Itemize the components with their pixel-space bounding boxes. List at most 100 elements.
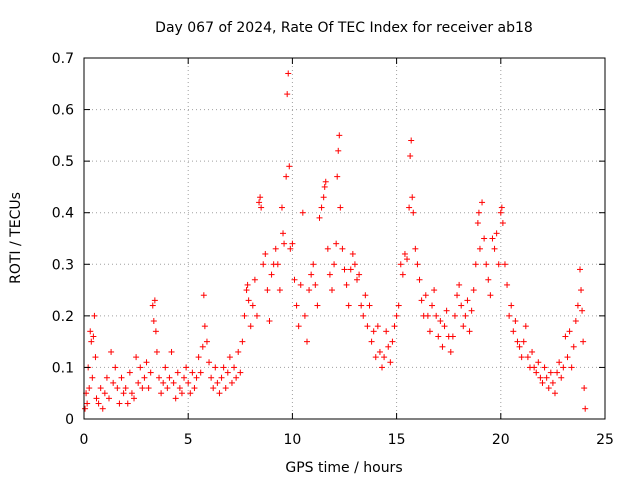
data-point: [524, 354, 531, 361]
data-point: [493, 230, 500, 237]
data-point: [549, 379, 556, 386]
data-point: [287, 245, 294, 252]
data-point: [574, 302, 581, 309]
data-point: [537, 374, 544, 381]
data-point: [510, 328, 517, 335]
data-point: [147, 369, 154, 376]
data-point: [297, 281, 304, 288]
data-point: [322, 178, 329, 185]
data-point: [116, 400, 123, 407]
data-point: [337, 204, 344, 211]
x-tick-label: 0: [80, 432, 89, 448]
data-point: [458, 302, 465, 309]
data-point: [289, 240, 296, 247]
data-point: [308, 271, 315, 278]
data-point: [328, 287, 335, 294]
data-point: [547, 369, 554, 376]
data-point: [347, 266, 354, 273]
data-point: [572, 318, 579, 325]
data-point: [393, 312, 400, 319]
data-point: [395, 302, 402, 309]
data-point: [389, 338, 396, 345]
data-point: [264, 287, 271, 294]
data-point: [203, 338, 210, 345]
data-point: [501, 261, 508, 268]
data-point: [239, 338, 246, 345]
chart-title: Day 067 of 2024, Rate Of TEC Index for r…: [155, 20, 533, 36]
data-point: [474, 220, 481, 227]
data-point: [479, 199, 486, 206]
data-point: [545, 385, 552, 392]
data-point: [366, 302, 373, 309]
data-point: [253, 312, 260, 319]
data-point: [122, 385, 129, 392]
data-point: [126, 369, 133, 376]
data-point: [247, 323, 254, 330]
data-point: [185, 379, 192, 386]
data-point: [228, 379, 235, 386]
data-point: [276, 287, 283, 294]
data-point: [306, 287, 313, 294]
y-axis-label: ROTI / TECUs: [8, 192, 24, 284]
data-point: [172, 395, 179, 402]
x-axis-label: GPS time / hours: [285, 460, 402, 476]
data-point: [101, 390, 108, 397]
data-point: [449, 333, 456, 340]
data-point: [220, 364, 227, 371]
data-point: [424, 312, 431, 319]
data-point: [268, 271, 275, 278]
data-point: [124, 400, 131, 407]
y-tick-label: 0.3: [52, 257, 74, 273]
data-point: [358, 302, 365, 309]
data-point: [439, 343, 446, 350]
data-point: [84, 400, 91, 407]
data-point: [149, 302, 156, 309]
data-point: [499, 220, 506, 227]
data-point: [437, 318, 444, 325]
data-point: [143, 359, 150, 366]
data-point: [176, 385, 183, 392]
data-point: [233, 374, 240, 381]
data-point: [385, 343, 392, 350]
data-point: [152, 328, 159, 335]
data-point: [249, 302, 256, 309]
data-point: [487, 292, 494, 299]
data-point: [208, 374, 215, 381]
data-point: [285, 70, 292, 77]
data-point: [429, 302, 436, 309]
data-point: [370, 328, 377, 335]
data-point: [387, 359, 394, 366]
y-tick-label: 0.7: [52, 51, 74, 67]
data-point: [168, 348, 175, 355]
data-point: [206, 359, 213, 366]
data-point: [187, 390, 194, 397]
data-point: [312, 281, 319, 288]
data-point: [578, 287, 585, 294]
data-point: [349, 250, 356, 257]
data-point: [376, 348, 383, 355]
data-point: [274, 261, 281, 268]
data-point: [278, 204, 285, 211]
x-tick-label: 10: [283, 432, 301, 448]
data-point: [197, 369, 204, 376]
data-point: [558, 374, 565, 381]
data-point: [556, 359, 563, 366]
data-point: [243, 287, 250, 294]
data-point: [108, 348, 115, 355]
data-point: [82, 405, 89, 412]
data-point: [120, 390, 127, 397]
data-point: [260, 261, 267, 268]
data-point: [214, 379, 221, 386]
y-tick-label: 0.4: [52, 206, 74, 222]
data-point: [166, 374, 173, 381]
data-point: [158, 390, 165, 397]
data-point: [141, 374, 148, 381]
y-tick-label: 0: [65, 412, 74, 428]
data-point: [356, 271, 363, 278]
data-point: [156, 374, 163, 381]
data-point: [103, 374, 110, 381]
data-point: [441, 323, 448, 330]
data-point: [339, 245, 346, 252]
grid-lines: [84, 58, 605, 419]
x-axis-ticks: 0 5 10 15 20 25: [80, 58, 614, 448]
